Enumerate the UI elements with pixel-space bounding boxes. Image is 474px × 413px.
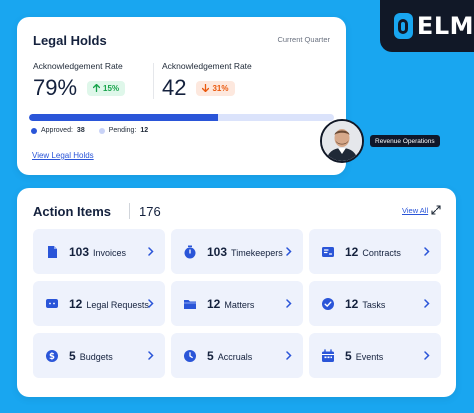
chevron-right-icon xyxy=(148,351,154,360)
metric-divider xyxy=(153,63,154,99)
invoice-icon xyxy=(48,245,57,258)
pending-count: 12 xyxy=(140,127,149,134)
person-photo-icon xyxy=(322,121,362,161)
chat-icon xyxy=(46,298,58,308)
elm-logo: ELM xyxy=(380,0,474,52)
tile-label: Invoices xyxy=(93,247,127,258)
change-badge-up: 15% xyxy=(87,80,126,96)
action-items-count: 176 xyxy=(139,204,161,219)
tile-accruals[interactable]: 5 Accruals xyxy=(171,333,303,378)
view-legal-holds-link[interactable]: View Legal Holds xyxy=(32,151,94,160)
title-divider xyxy=(129,203,130,219)
approval-progress-fill xyxy=(29,114,219,121)
period-label: Current Quarter xyxy=(277,35,330,44)
elm-logo-mark-icon xyxy=(394,13,413,39)
tile-label: Contracts xyxy=(362,247,401,258)
expand-icon[interactable] xyxy=(431,205,441,215)
metric-label: Acknowledgement Rate xyxy=(33,61,123,71)
arrow-down-icon xyxy=(202,84,210,92)
change-value: 15% xyxy=(103,83,120,93)
arrow-up-icon xyxy=(93,84,101,92)
tile-matters[interactable]: 12 Matters xyxy=(171,281,303,326)
chevron-right-icon xyxy=(424,247,430,256)
check-circle-icon xyxy=(322,297,334,310)
contract-icon xyxy=(322,246,334,257)
chevron-right-icon xyxy=(424,351,430,360)
change-value: 31% xyxy=(212,83,229,93)
clock-icon xyxy=(184,349,196,362)
tile-count: 12 xyxy=(345,244,359,259)
tile-label: Legal Requests xyxy=(86,299,149,310)
legend-pending: Pending: 12 xyxy=(98,127,149,134)
approved-count: 38 xyxy=(76,127,85,134)
approval-progress-bar xyxy=(29,114,334,121)
metric-acknowledgement-rate-1: Acknowledgement Rate 79% 15% xyxy=(33,61,126,101)
elm-logo-text: ELM xyxy=(416,12,474,40)
metric-value: 42 xyxy=(162,75,187,100)
chevron-right-icon xyxy=(286,299,292,308)
change-badge-down: 31% xyxy=(196,80,235,96)
dollar-icon: $ xyxy=(46,349,58,362)
tile-label: Events xyxy=(355,351,384,362)
action-items-card: Action Items 176 View All 103 Invoices 10… xyxy=(17,188,456,397)
stopwatch-icon xyxy=(184,245,196,258)
folder-icon xyxy=(184,299,196,309)
progress-legend: Approved: 38 Pending: 12 xyxy=(31,127,148,134)
tile-count: 103 xyxy=(207,244,228,259)
metric-label: Acknowledgement Rate xyxy=(162,61,252,71)
tile-count: 5 xyxy=(345,348,352,363)
tile-label: Tasks xyxy=(362,299,386,310)
tile-invoices[interactable]: 103 Invoices xyxy=(33,229,165,274)
chevron-right-icon xyxy=(286,247,292,256)
pending-dot-icon xyxy=(98,127,105,134)
tile-legal-requests[interactable]: 12 Legal Requests xyxy=(33,281,165,326)
chevron-right-icon xyxy=(148,247,154,256)
user-role-tag: Revenue Operations xyxy=(370,135,440,147)
tile-count: 12 xyxy=(69,296,83,311)
chevron-right-icon xyxy=(148,299,154,308)
legend-approved: Approved: 38 xyxy=(31,127,85,134)
tile-events[interactable]: 5 Events xyxy=(309,333,441,378)
legal-holds-card: Legal Holds Current Quarter Acknowledgem… xyxy=(17,17,346,175)
approved-dot-icon xyxy=(31,127,37,134)
view-all-link[interactable]: View All xyxy=(402,206,429,215)
tile-count: 12 xyxy=(207,296,221,311)
tile-label: Budgets xyxy=(79,351,113,362)
action-items-title: Action Items xyxy=(33,204,112,219)
metric-acknowledgement-rate-2: Acknowledgement Rate 42 31% xyxy=(162,61,252,101)
tile-count: 12 xyxy=(345,296,359,311)
calendar-icon xyxy=(322,348,334,362)
chevron-right-icon xyxy=(424,299,430,308)
svg-text:$: $ xyxy=(49,352,55,362)
tile-count: 5 xyxy=(69,348,76,363)
tile-count: 5 xyxy=(207,348,214,363)
tile-count: 103 xyxy=(69,244,90,259)
chevron-right-icon xyxy=(286,351,292,360)
tile-contracts[interactable]: 12 Contracts xyxy=(309,229,441,274)
tile-label: Accruals xyxy=(217,351,253,362)
legal-holds-title: Legal Holds xyxy=(33,33,107,48)
metric-value: 79% xyxy=(33,75,78,100)
tile-label: Matters xyxy=(224,299,255,310)
tile-tasks[interactable]: 12 Tasks xyxy=(309,281,441,326)
tile-timekeepers[interactable]: 103 Timekeepers xyxy=(171,229,303,274)
user-avatar[interactable] xyxy=(320,119,364,163)
tile-budgets[interactable]: $ 5 Budgets xyxy=(33,333,165,378)
tile-label: Timekeepers xyxy=(231,247,283,258)
